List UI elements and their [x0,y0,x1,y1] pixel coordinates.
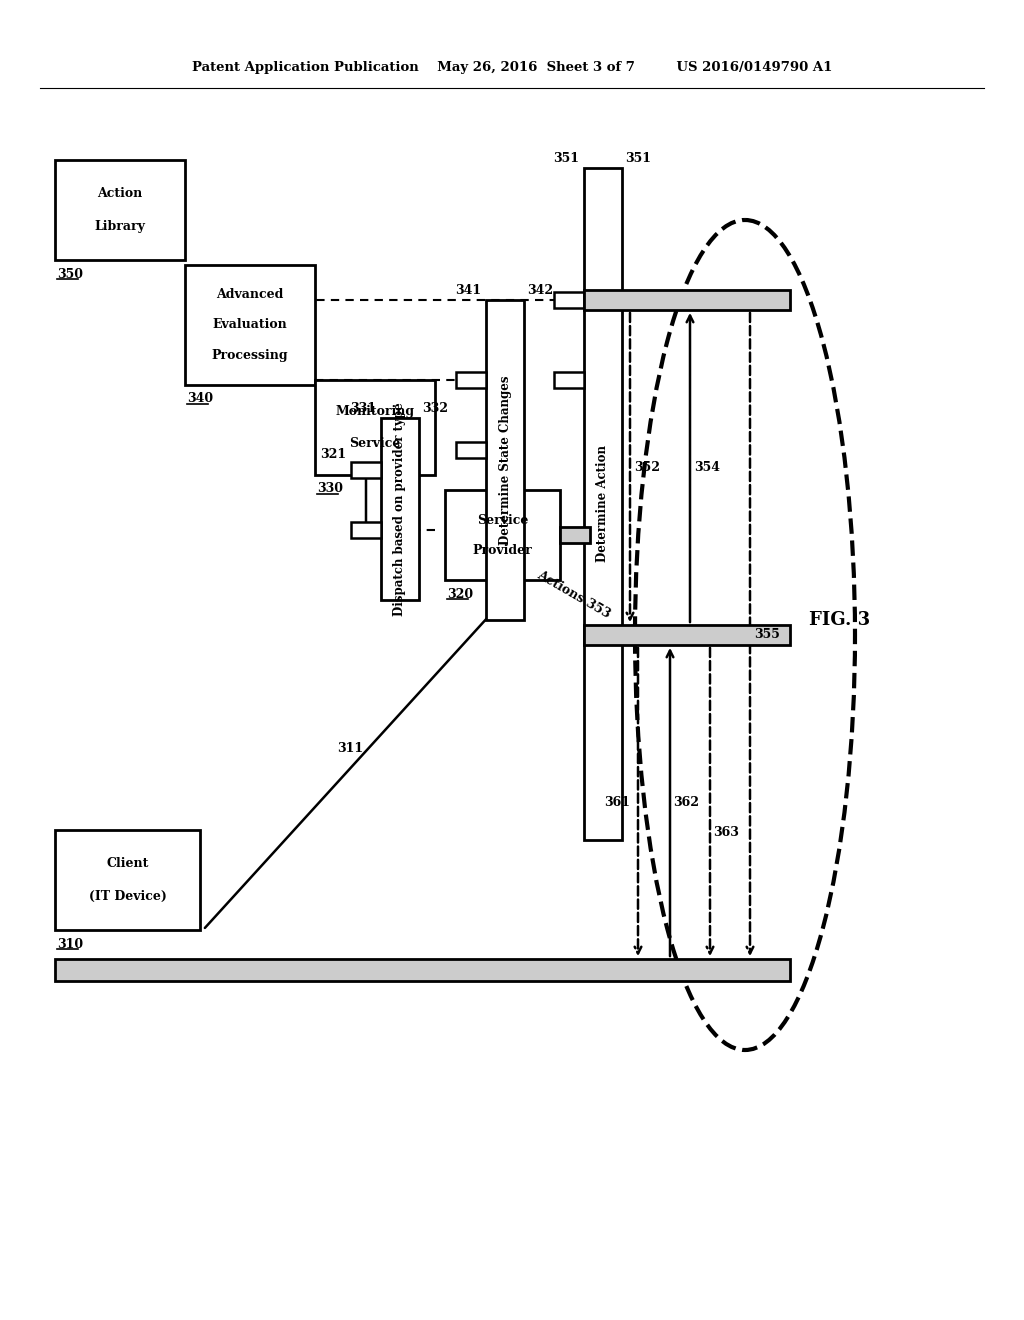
Text: 331: 331 [350,403,376,414]
Text: (IT Device): (IT Device) [88,890,167,903]
Text: Library: Library [94,220,145,234]
Bar [351,521,381,539]
Bar [584,168,622,840]
Bar [351,462,381,478]
Text: 362: 362 [673,796,699,809]
Text: Processing: Processing [212,348,289,362]
Text: Client: Client [106,857,148,870]
Text: 332: 332 [422,403,449,414]
Bar [584,290,790,310]
Text: 310: 310 [57,937,83,950]
Bar [456,442,486,458]
Bar [55,960,790,981]
Text: 363: 363 [713,826,739,840]
Bar [554,372,584,388]
Text: Action: Action [97,187,142,199]
Text: 361: 361 [604,796,630,809]
Text: 320: 320 [447,587,473,601]
Bar [456,372,486,388]
Text: Evaluation: Evaluation [213,318,288,331]
Bar [486,300,524,620]
Text: Determine Action: Determine Action [597,446,609,562]
Text: 350: 350 [57,268,83,281]
Bar [381,418,419,601]
Bar [560,527,590,543]
Bar [55,830,200,931]
Text: Determine State Changes: Determine State Changes [499,375,512,545]
Text: 340: 340 [187,392,213,405]
Bar [55,160,185,260]
Text: 321: 321 [319,449,346,462]
Text: 330: 330 [317,483,343,495]
Text: 351: 351 [625,152,651,165]
Text: 354: 354 [694,461,720,474]
Bar [445,490,560,579]
Bar [554,292,584,308]
Text: Advanced: Advanced [216,289,284,301]
Bar [584,624,790,645]
Text: Provider: Provider [473,544,532,557]
Text: 311: 311 [337,742,364,755]
Text: Patent Application Publication    May 26, 2016  Sheet 3 of 7         US 2016/014: Patent Application Publication May 26, 2… [191,62,833,74]
Text: 351: 351 [553,152,579,165]
Text: 355: 355 [754,628,780,642]
Text: Dispatch based on provider type: Dispatch based on provider type [393,403,407,616]
Bar [185,265,315,385]
Text: 342: 342 [527,284,553,297]
Text: Service: Service [477,513,528,527]
Text: FIG. 3: FIG. 3 [809,611,870,630]
Bar [315,380,435,475]
Text: Monitoring: Monitoring [336,405,415,418]
Text: 341: 341 [455,284,481,297]
Text: 352: 352 [634,461,660,474]
Text: Service: Service [349,437,400,450]
Text: Actions 353: Actions 353 [535,569,613,622]
